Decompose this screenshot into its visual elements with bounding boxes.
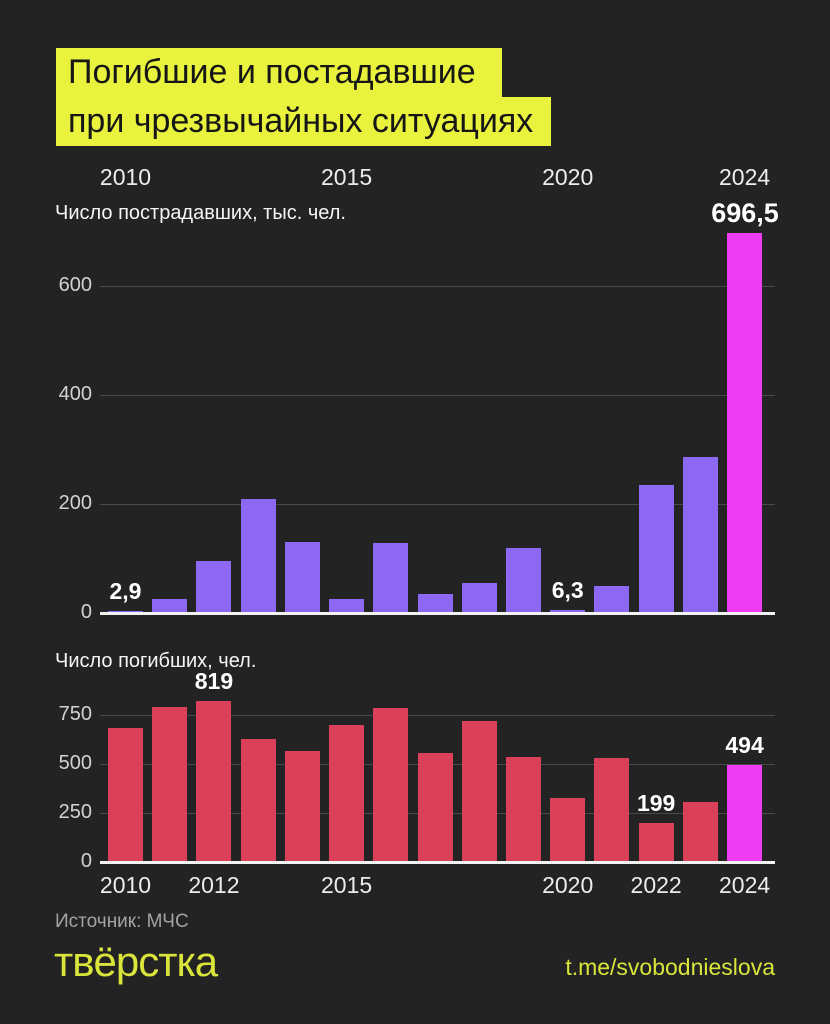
bar-2010 <box>108 728 143 862</box>
x-axis-label-2015: 2015 <box>321 164 373 190</box>
bar-2018 <box>462 721 497 862</box>
chart1-hero-value: 696,5 <box>711 198 779 228</box>
gridline-500 <box>100 763 775 765</box>
bar-2012 <box>196 701 231 862</box>
x-axis-label-2012: 2012 <box>188 872 240 898</box>
x-axis-label-2020: 2020 <box>542 164 594 190</box>
bar-2015 <box>329 599 364 613</box>
verstka-logo: твёрстка <box>54 938 218 985</box>
bar-2023 <box>683 457 718 613</box>
y-axis-label-0: 0 <box>80 601 92 623</box>
x-axis-label-2010: 2010 <box>99 164 152 190</box>
title-line-1: Погибшие и постадавшие <box>56 48 502 97</box>
bar-value-label-2010: 2,9 <box>109 578 142 604</box>
bar-2022 <box>639 823 674 862</box>
bar-2023 <box>683 802 718 862</box>
y-axis-label-0: 0 <box>80 850 92 872</box>
gridline-750 <box>100 714 775 716</box>
bar-2013 <box>241 499 276 613</box>
bar-2019 <box>506 548 541 613</box>
telegram-link[interactable]: t.me/svobodnieslova <box>565 954 775 980</box>
y-axis-label-750: 750 <box>58 703 92 725</box>
x-axis-baseline <box>100 861 775 864</box>
y-axis-label-200: 200 <box>58 492 92 514</box>
bar-2020 <box>550 610 585 613</box>
bar-2011 <box>152 599 187 613</box>
y-axis-label-400: 400 <box>58 383 92 405</box>
x-axis-label-2024: 2024 <box>718 872 771 898</box>
chart2-subtitle: Число погибших, чел. <box>55 650 257 672</box>
bar-2022 <box>639 485 674 613</box>
bar-2019 <box>506 757 541 862</box>
x-axis-label-2022: 2022 <box>630 872 682 898</box>
y-axis-label-600: 600 <box>58 274 92 296</box>
bar-2014 <box>285 751 320 862</box>
bar-2024 <box>727 765 762 862</box>
poster-title: Погибшие и постадавшие при чрезвычайных … <box>56 48 552 146</box>
x-axis-baseline <box>100 612 775 615</box>
bar-2021 <box>594 586 629 613</box>
bar-2020 <box>550 798 585 862</box>
x-axis-label-2015: 2015 <box>321 872 373 898</box>
gridline-250 <box>100 812 775 814</box>
gridline-600 <box>100 285 775 287</box>
x-axis-label-2020: 2020 <box>542 872 594 898</box>
bar-2018 <box>462 583 497 613</box>
bar-2021 <box>594 758 629 862</box>
bar-2014 <box>285 542 320 613</box>
x-axis-label-2010: 2010 <box>99 872 152 898</box>
gridline-200 <box>100 503 775 505</box>
bar-2016 <box>373 543 408 613</box>
bar-2024 <box>727 233 762 613</box>
bar-value-label-2020: 6,3 <box>551 576 584 603</box>
x-axis-label-2024: 2024 <box>718 164 771 190</box>
bar-2011 <box>152 707 187 862</box>
bar-2013 <box>241 739 276 862</box>
source-note: Источник: МЧС <box>55 911 189 932</box>
bar-2015 <box>329 725 364 862</box>
bar-2017 <box>418 753 453 862</box>
bar-2012 <box>196 561 231 613</box>
bar-2016 <box>373 708 408 862</box>
title-line-2: при чрезвычайных ситуациях <box>56 97 552 146</box>
chart1-subtitle: Число пострадавших, тыс. чел. <box>55 202 346 224</box>
bar-2017 <box>418 594 453 613</box>
y-axis-label-500: 500 <box>58 752 92 774</box>
bar-value-label-2024: 494 <box>725 732 764 759</box>
y-axis-label-250: 250 <box>58 801 92 823</box>
bar-value-label-2022: 199 <box>636 789 676 816</box>
gridline-400 <box>100 394 775 396</box>
bar-2010 <box>108 611 143 613</box>
